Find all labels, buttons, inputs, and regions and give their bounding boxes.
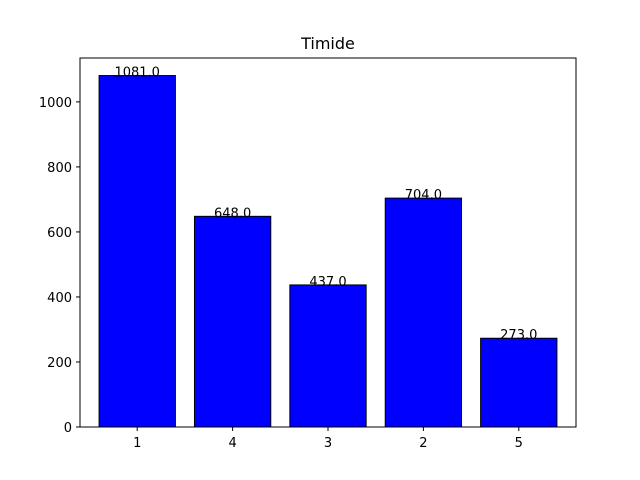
data-label-1: 1081.0	[114, 66, 160, 81]
x-tick-label: 2	[419, 436, 427, 451]
y-tick-label: 800	[47, 161, 72, 176]
y-tick-label: 1000	[39, 96, 72, 111]
bar-1	[98, 75, 176, 428]
y-tick-label: 200	[47, 356, 72, 371]
chart-title: Timide	[300, 34, 355, 53]
bar-5	[480, 337, 558, 428]
x-axis: 1 4 3 2 5	[133, 427, 523, 451]
y-tick-label: 600	[47, 226, 72, 241]
bar-3	[289, 284, 367, 428]
bar-2	[384, 197, 463, 428]
data-label-2: 704.0	[405, 188, 442, 203]
bar-4	[193, 215, 272, 428]
x-tick-label: 1	[133, 436, 141, 451]
plot-frame	[79, 57, 577, 428]
data-label-5: 273.0	[500, 328, 537, 343]
data-labels-layer: 1081.0 648.0 437.0 704.0 273.0	[114, 66, 537, 344]
data-label-3: 437.0	[309, 275, 346, 290]
x-tick-label: 5	[515, 436, 523, 451]
y-tick-label: 0	[64, 421, 72, 436]
x-tick-label: 4	[228, 436, 236, 451]
y-tick-label: 400	[47, 291, 72, 306]
data-label-4: 648.0	[214, 206, 251, 221]
x-tick-label: 3	[324, 436, 332, 451]
y-axis: 0 200 400 600 800 1000	[39, 96, 80, 436]
bars-layer	[98, 75, 558, 428]
